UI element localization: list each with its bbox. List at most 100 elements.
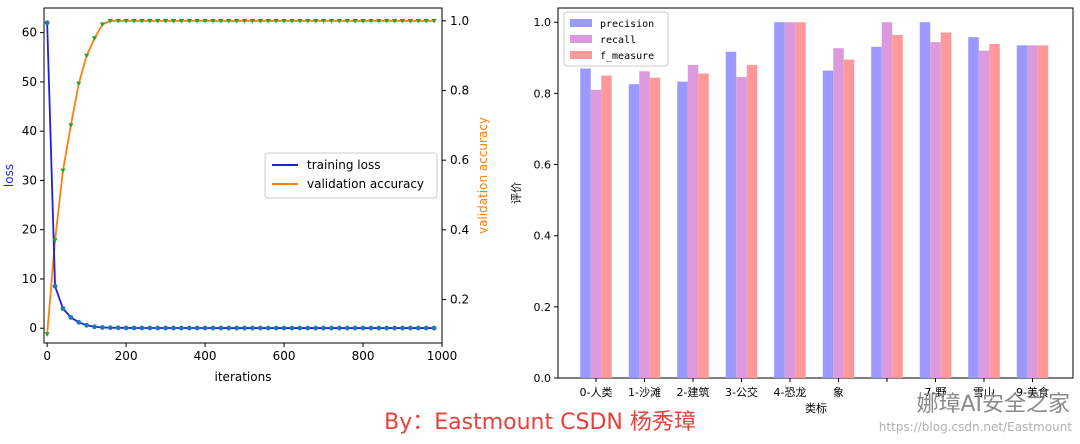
loss-point <box>107 325 113 331</box>
accuracy-point <box>84 53 90 59</box>
x-tick-label: 3-公交 <box>725 385 758 399</box>
legend-label-recall: recall <box>600 35 636 46</box>
accuracy-point <box>360 18 366 24</box>
loss-accuracy-chart: 0 200 400 600 800 1000 0 10 20 30 40 50 60 0.2 0.4 0.6 0… <box>2 7 490 384</box>
accuracy-point <box>273 18 279 24</box>
accuracy-point <box>234 18 240 24</box>
loss-point <box>147 325 153 331</box>
bar-f_measure <box>649 77 661 378</box>
y-right-tick-label: 1.0 <box>450 14 469 28</box>
accuracy-point <box>155 18 161 24</box>
bar-f_measure <box>746 64 758 378</box>
loss-point <box>171 325 176 331</box>
y-tick-label: 0.2 <box>534 301 552 314</box>
x-tick-label: 1-沙滩 <box>628 385 661 399</box>
loss-point <box>297 325 303 331</box>
bar-precision <box>774 22 785 378</box>
loss-point <box>100 325 105 330</box>
x-tick-label: 雪山 <box>973 386 995 399</box>
bar-recall <box>784 22 796 378</box>
bar-precision <box>871 46 882 379</box>
y-tick-label: 20 <box>22 223 37 237</box>
accuracy-point <box>344 18 350 24</box>
loss-point <box>305 325 311 331</box>
loss-point <box>408 325 413 331</box>
loss-point <box>431 325 437 331</box>
bar-f_measure <box>940 32 952 379</box>
bar-f_measure <box>1037 45 1049 378</box>
x-axis-label: 类标 <box>805 401 827 415</box>
accuracy-point <box>210 18 216 24</box>
accuracy-point <box>139 18 145 24</box>
accuracy-point <box>52 238 58 243</box>
accuracy-point <box>368 18 374 24</box>
bar-f_measure <box>989 43 1000 379</box>
loss-point <box>257 325 263 331</box>
loss-point <box>250 325 255 331</box>
bar-precision <box>822 70 834 378</box>
x-tick-label: 7-野 <box>925 386 947 399</box>
y-right-tick-label: 0.6 <box>450 153 469 167</box>
y-axis-label: 评价 <box>510 182 523 204</box>
y-tick-label: 40 <box>22 124 37 138</box>
x-tick-label: 400 <box>194 349 217 363</box>
bar-precision <box>628 84 640 378</box>
accuracy-point <box>202 18 208 24</box>
loss-point <box>123 325 129 331</box>
loss-point <box>52 283 58 289</box>
bar-recall <box>639 71 650 379</box>
x-tick-label: 9-美食 <box>1016 385 1049 399</box>
loss-point <box>210 325 216 331</box>
loss-point <box>139 325 145 331</box>
accuracy-point <box>257 18 263 24</box>
y-tick-label: 0.8 <box>534 87 552 100</box>
accuracy-point <box>170 18 177 24</box>
accuracy-point <box>68 123 74 128</box>
loss-point <box>242 325 247 331</box>
loss-point <box>155 325 161 331</box>
loss-point <box>76 319 82 325</box>
x-tick-label: 2-建筑 <box>677 385 710 399</box>
y-tick-label: 0.6 <box>534 159 552 172</box>
accuracy-point <box>163 18 169 24</box>
legend-swatch-f_measure <box>570 51 592 59</box>
loss-point <box>352 325 358 331</box>
legend-box <box>264 152 438 199</box>
accuracy-point <box>123 18 129 24</box>
y-tick-label: 30 <box>22 173 37 187</box>
loss-point <box>115 325 121 331</box>
x-axis-label: iterations <box>215 370 272 384</box>
loss-point <box>163 325 169 331</box>
accuracy-point <box>265 18 271 24</box>
loss-point <box>289 325 295 331</box>
loss-point <box>226 325 232 331</box>
accuracy-point <box>313 18 319 24</box>
bar-precision <box>968 37 979 379</box>
bar-recall <box>1027 45 1038 378</box>
loss-point <box>321 325 326 331</box>
loss-point <box>218 325 224 331</box>
loss-point <box>273 325 279 331</box>
footer-credit: By：Eastmount CSDN 杨秀璋 <box>384 410 696 435</box>
x-tick-label: 1000 <box>427 349 458 363</box>
accuracy-point <box>44 332 50 337</box>
bar-f_measure <box>698 73 709 378</box>
y-tick-label: 1.0 <box>534 16 552 29</box>
accuracy-point <box>423 18 429 24</box>
x-tick-label: 200 <box>115 349 138 363</box>
bar-recall <box>687 64 699 378</box>
loss-point <box>265 325 271 331</box>
accuracy-point <box>194 18 200 24</box>
accuracy-point <box>328 18 335 24</box>
loss-point <box>360 325 366 331</box>
x-tick-label: 800 <box>352 349 375 363</box>
accuracy-point <box>305 18 311 24</box>
bar-recall <box>930 42 941 379</box>
bar-f_measure <box>843 59 855 378</box>
y-tick-label: 0 <box>29 321 37 335</box>
accuracy-point <box>91 36 98 41</box>
accuracy-point <box>99 22 106 27</box>
legend-swatch-precision <box>570 19 592 27</box>
loss-point <box>131 325 137 331</box>
